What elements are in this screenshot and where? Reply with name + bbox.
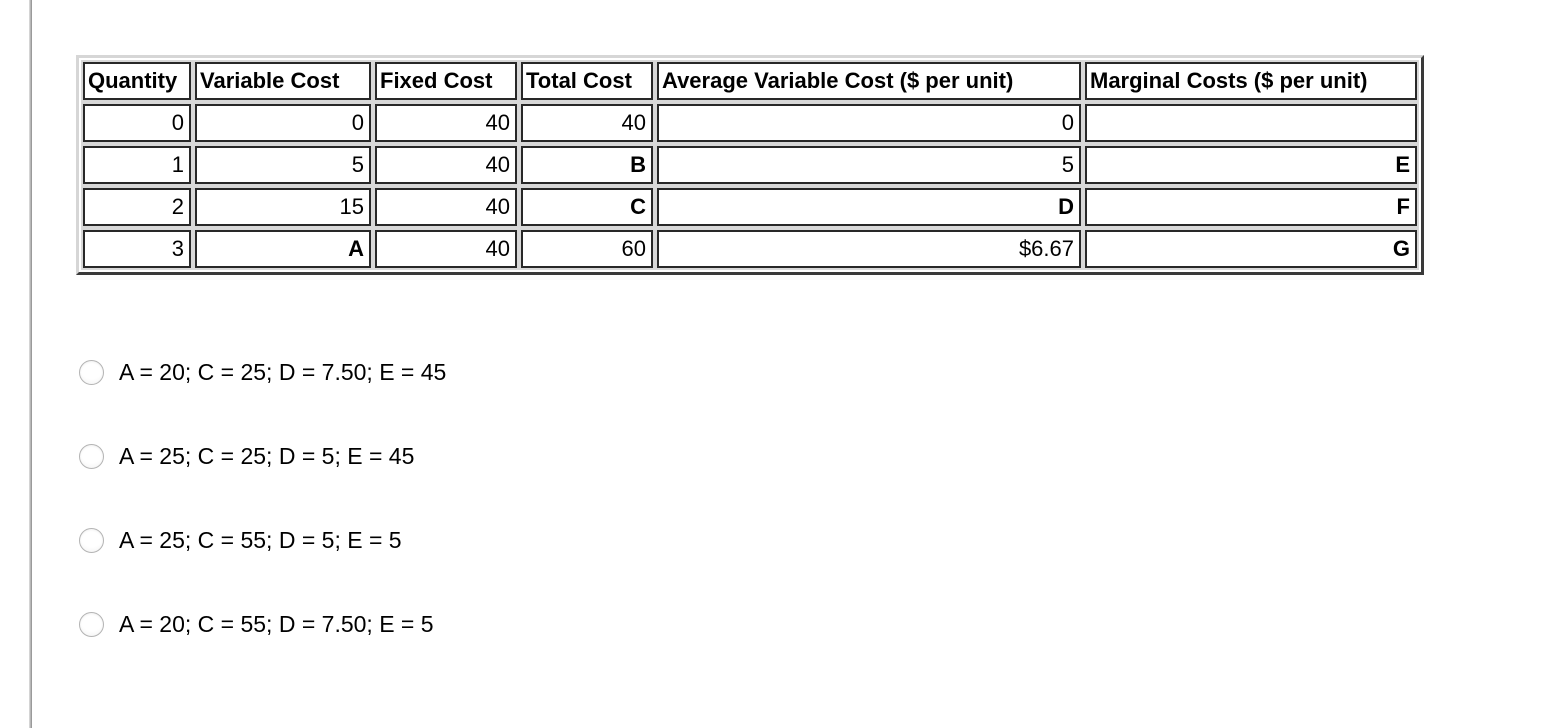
table-cell: E [1085, 146, 1417, 184]
table-cell: 3 [83, 230, 191, 268]
table-cell: 0 [83, 104, 191, 142]
cost-table: Quantity Variable Cost Fixed Cost Total Cos… [76, 55, 1424, 275]
option-label[interactable]: A = 25; C = 25; D = 5; E = 45 [119, 443, 415, 469]
table-cell: 40 [375, 188, 517, 226]
table-cell: D [657, 188, 1081, 226]
table-row: 2 15 40 C D F [83, 188, 1417, 226]
cost-table-container: Quantity Variable Cost Fixed Cost Total Cos… [76, 55, 1424, 275]
table-cell [1085, 104, 1417, 142]
radio-button[interactable] [79, 611, 104, 637]
answer-option[interactable]: A = 25; C = 25; D = 5; E = 45 [79, 442, 446, 470]
table-cell: 40 [375, 104, 517, 142]
options-list: A = 20; C = 25; D = 7.50; E = 45 A = 25; … [79, 358, 446, 638]
answer-option[interactable]: A = 20; C = 55; D = 7.50; E = 5 [79, 610, 446, 638]
table-cell: A [195, 230, 371, 268]
table-header-cell: Marginal Costs ($ per unit) [1085, 62, 1417, 100]
table-cell: 15 [195, 188, 371, 226]
table-cell: G [1085, 230, 1417, 268]
left-edge-rule [29, 0, 32, 728]
table-header-cell: Average Variable Cost ($ per unit) [657, 62, 1081, 100]
table-cell: 0 [657, 104, 1081, 142]
table-header-cell: Fixed Cost [375, 62, 517, 100]
table-cell: 5 [657, 146, 1081, 184]
table-cell: 0 [195, 104, 371, 142]
table-row: 1 5 40 B 5 E [83, 146, 1417, 184]
table-cell: 40 [521, 104, 653, 142]
radio-button[interactable] [79, 443, 104, 469]
table-header-cell: Quantity [83, 62, 191, 100]
radio-button[interactable] [79, 359, 104, 385]
table-cell: 5 [195, 146, 371, 184]
answer-option[interactable]: A = 25; C = 55; D = 5; E = 5 [79, 526, 446, 554]
table-cell: 2 [83, 188, 191, 226]
table-cell: B [521, 146, 653, 184]
table-header-row: Quantity Variable Cost Fixed Cost Total Cos… [83, 62, 1417, 100]
answer-option[interactable]: A = 20; C = 25; D = 7.50; E = 45 [79, 358, 446, 386]
table-row: 3 A 40 60 $6.67 G [83, 230, 1417, 268]
table-row: 0 0 40 40 0 [83, 104, 1417, 142]
table-cell: 40 [375, 146, 517, 184]
table-header-cell: Variable Cost [195, 62, 371, 100]
option-label[interactable]: A = 25; C = 55; D = 5; E = 5 [119, 527, 402, 553]
table-cell: $6.67 [657, 230, 1081, 268]
table-cell: C [521, 188, 653, 226]
table-cell: 60 [521, 230, 653, 268]
option-label[interactable]: A = 20; C = 55; D = 7.50; E = 5 [119, 611, 434, 637]
table-cell: 1 [83, 146, 191, 184]
option-label[interactable]: A = 20; C = 25; D = 7.50; E = 45 [119, 359, 447, 385]
radio-button[interactable] [79, 527, 104, 553]
table-cell: F [1085, 188, 1417, 226]
table-cell: 40 [375, 230, 517, 268]
table-header-cell: Total Cost [521, 62, 653, 100]
